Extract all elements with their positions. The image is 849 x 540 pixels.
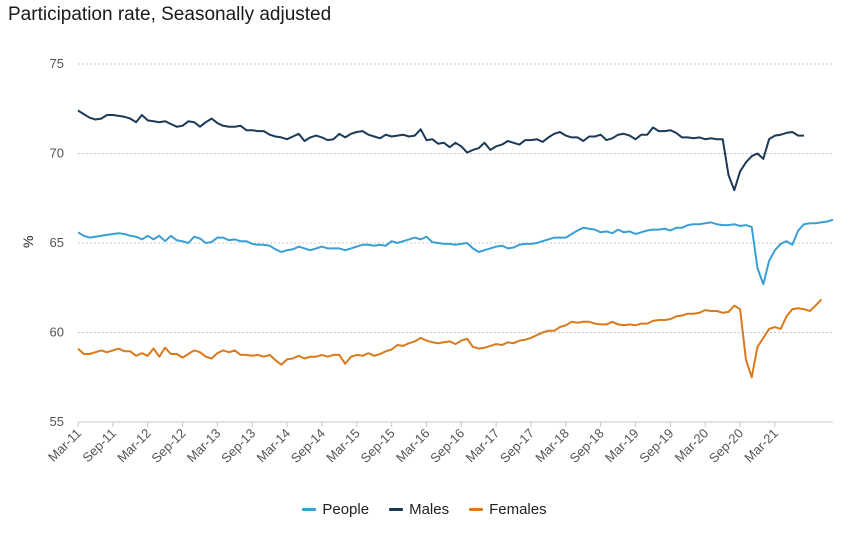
x-tick-label: Mar-14: [253, 426, 293, 466]
x-tick-label: Mar-20: [672, 426, 712, 466]
y-tick-label: 55: [50, 414, 64, 429]
chart-title: Participation rate, Seasonally adjusted: [8, 4, 332, 25]
x-tick-label: Sep-15: [357, 426, 397, 466]
x-tick-label: Sep-14: [288, 426, 328, 466]
legend-item-males[interactable]: Males: [389, 501, 449, 518]
x-tick-label: Sep-16: [427, 426, 467, 466]
gridlines: [78, 63, 833, 423]
y-tick-label: 65: [50, 235, 64, 250]
series-line-females: [77, 298, 823, 379]
series-line-males: [77, 109, 804, 192]
y-tick-label: 75: [50, 56, 64, 71]
series-line-people: [77, 218, 834, 286]
x-tick-label: Sep-18: [567, 426, 607, 466]
y-axis-label: %: [20, 236, 36, 248]
x-tick-label: Mar-16: [393, 426, 433, 466]
x-tick-label: Sep-19: [636, 426, 676, 466]
series-lines: [77, 109, 834, 379]
x-tick-label: Mar-17: [463, 426, 503, 466]
x-tick-label: Mar-18: [532, 426, 572, 466]
legend-label: People: [322, 501, 370, 518]
x-tick-label: Sep-11: [79, 426, 119, 466]
x-tick-label: Mar-12: [114, 426, 154, 466]
legend-label: Females: [489, 501, 547, 518]
legend: People Males Females: [0, 498, 849, 518]
x-tick-label: Mar-21: [741, 426, 781, 466]
x-tick-label: Mar-13: [184, 426, 224, 466]
legend-swatch: [469, 508, 484, 511]
legend-item-females[interactable]: Females: [469, 501, 547, 518]
x-tick-label: Mar-11: [45, 426, 84, 465]
legend-swatch: [302, 508, 317, 511]
y-tick-label: 60: [50, 325, 64, 340]
x-tick-label: Sep-17: [497, 426, 537, 466]
x-tick-label: Sep-20: [706, 426, 746, 466]
legend-swatch: [389, 508, 404, 511]
legend-item-people[interactable]: People: [302, 501, 369, 518]
y-tick-label: 70: [50, 146, 64, 161]
x-tick-label: Sep-12: [148, 426, 188, 466]
x-tick-label: Mar-19: [602, 426, 642, 466]
x-tick-label: Mar-15: [323, 426, 363, 466]
y-axis: 55 60 65 70 75: [50, 56, 64, 429]
x-axis: Mar-11Sep-11Mar-12Sep-12Mar-13Sep-13Mar-…: [45, 422, 781, 466]
x-tick-label: Sep-13: [218, 426, 258, 466]
legend-label: Males: [409, 501, 450, 518]
